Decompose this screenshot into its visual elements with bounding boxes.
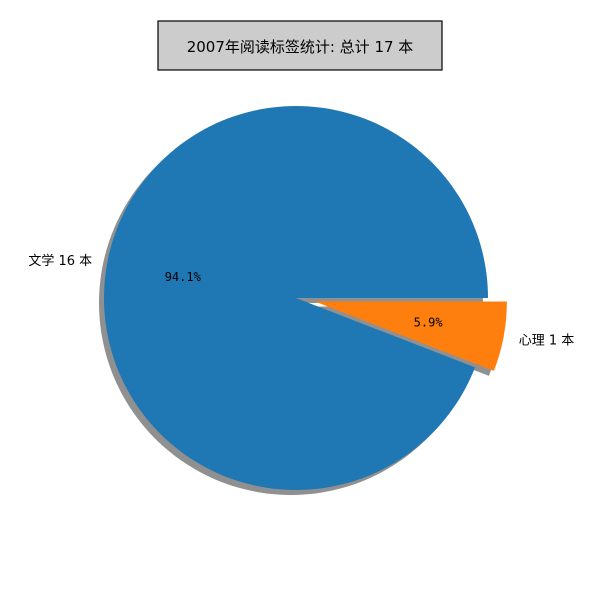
slice-psychology <box>314 301 507 371</box>
chart-title: 2007年阅读标签统计: 总计 17 本 <box>187 38 414 56</box>
pie-labels: 文学 16 本 94.1% 心理 1 本 5.9% <box>28 253 574 349</box>
slice-label-literature: 文学 16 本 <box>28 253 92 269</box>
slice-literature <box>104 106 488 490</box>
title-background <box>157 20 443 71</box>
title-box: 2007年阅读标签统计: 总计 17 本 <box>157 20 443 71</box>
percent-label-psychology: 5.9% <box>414 316 444 330</box>
slice-label-psychology: 心理 1 本 <box>519 334 575 349</box>
pie-slices <box>104 106 507 490</box>
percent-label-literature: 94.1% <box>165 270 202 284</box>
